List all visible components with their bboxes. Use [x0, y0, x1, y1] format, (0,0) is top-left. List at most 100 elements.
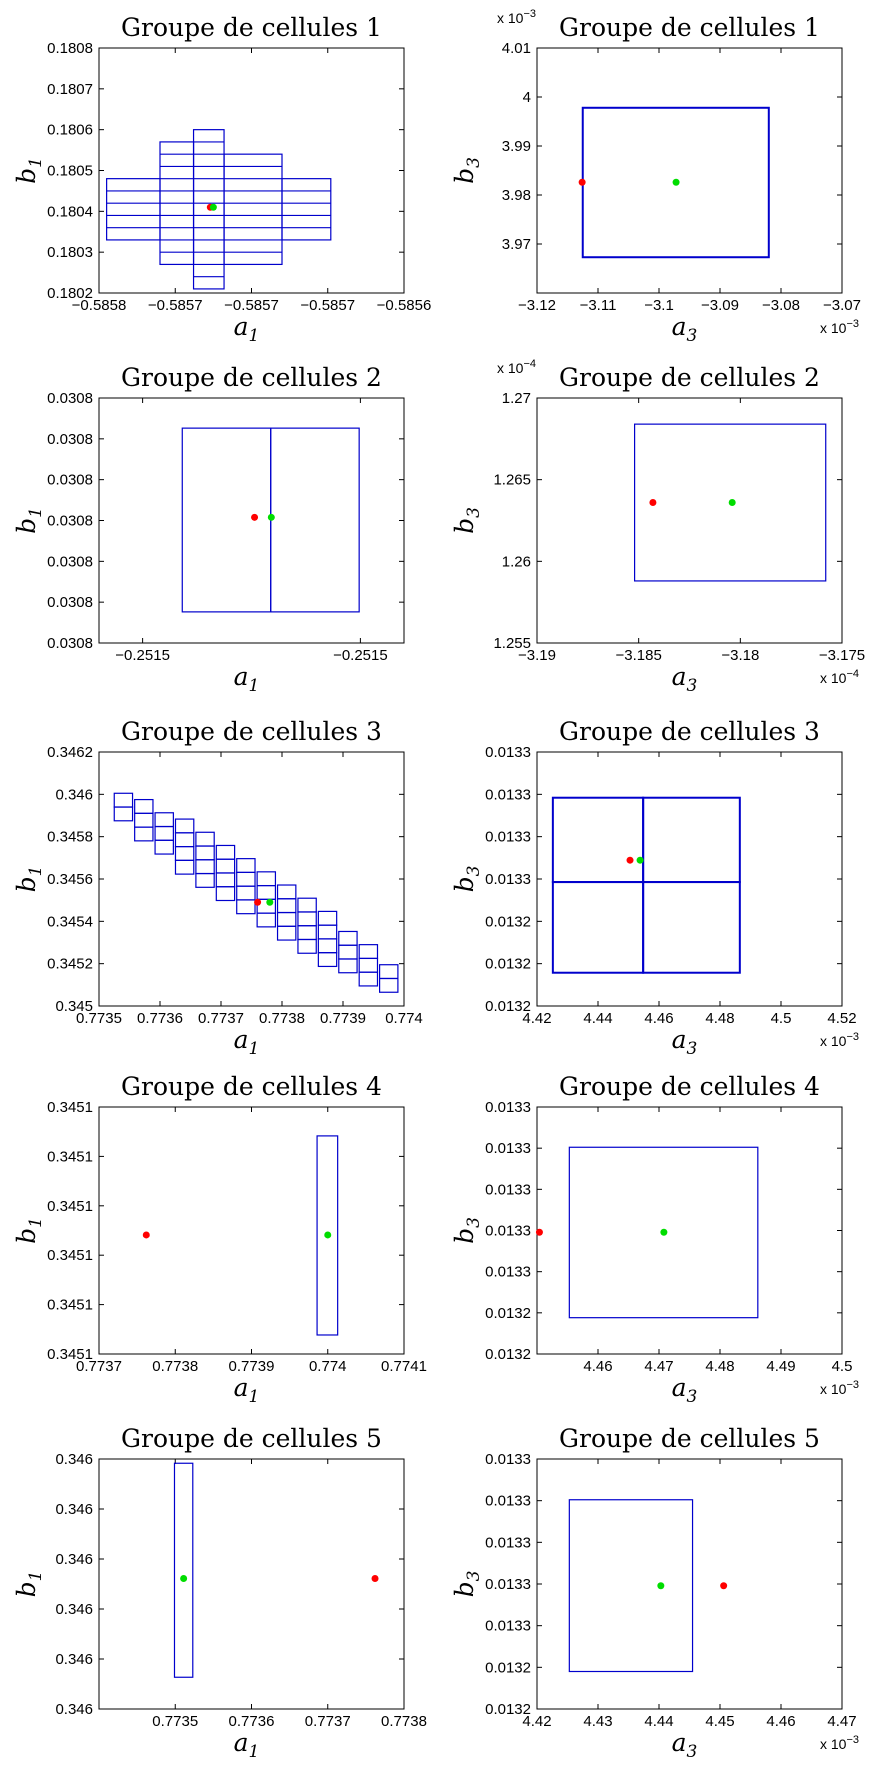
- cell-box: [297, 938, 317, 954]
- cell-box: [642, 881, 741, 974]
- chart-title: Groupe de cellules 1: [121, 13, 382, 42]
- x-tick-label: 0.7738: [152, 1358, 198, 1375]
- y-tick-label: 0.0132: [485, 998, 531, 1015]
- x-multiplier: x 10−3: [820, 318, 859, 336]
- cell-box: [316, 1135, 339, 1336]
- cell-group: [568, 1499, 694, 1673]
- plot-area: [536, 47, 843, 294]
- cell-box: [338, 930, 358, 946]
- x-tick-label: 0.7736: [229, 1713, 275, 1730]
- cell-box: [317, 910, 338, 926]
- cell-box: [642, 796, 741, 884]
- cell-box: [215, 886, 236, 902]
- y-tick-label: 0.3452: [47, 956, 93, 973]
- cell-box: [551, 796, 645, 884]
- cell-group: [551, 796, 741, 974]
- chart-title: Groupe de cellules 3: [121, 717, 382, 746]
- x-tick-label: 0.7735: [152, 1713, 198, 1730]
- cell-box: [281, 178, 332, 241]
- y-tick-label: 0.0133: [485, 871, 531, 888]
- chart-title: Groupe de cellules 4: [121, 1072, 382, 1101]
- y-tick-label: 0.0133: [485, 829, 531, 846]
- y-tick-label: 0.346: [55, 1551, 93, 1568]
- chart-panel-9: Groupe de cellules 5 0.7735 0.7736 0.7737 0.…: [12, 1424, 427, 1762]
- cell-box: [195, 859, 215, 875]
- x-axis-label: a3: [672, 1728, 698, 1762]
- x-tick-label: 4.46: [644, 1010, 673, 1027]
- y-tick-label: 0.0308: [47, 513, 93, 530]
- y-axis-label: b1: [12, 1217, 46, 1244]
- x-axis-label: a1: [234, 312, 260, 346]
- green-point: [672, 178, 680, 186]
- x-axis-label: a3: [672, 312, 698, 346]
- cell-box: [379, 964, 399, 980]
- y-tick-label: 0.3451: [47, 1099, 93, 1116]
- cell-group: [106, 129, 332, 290]
- red-point: [649, 499, 657, 507]
- cell-box: [379, 977, 399, 993]
- x-tick-label: 4.42: [522, 1713, 551, 1730]
- cell-box: [174, 859, 195, 875]
- x-axis-label: a1: [234, 1373, 260, 1407]
- y-tick-label: 0.1802: [47, 285, 93, 302]
- y-tick-label: 0.0133: [485, 744, 531, 761]
- y-axis-label: b3: [450, 866, 484, 893]
- chart-panel-1: Groupe de cellules 1 −0.5858 −0.5857 −0.585…: [12, 13, 431, 346]
- x-tick-label: 4.48: [705, 1010, 734, 1027]
- chart-panel-3: Groupe de cellules 2 −0.2515 −0.2515 0.0308…: [12, 363, 405, 696]
- y-axis-label: b1: [12, 507, 46, 534]
- x-tick-label: 0.7739: [320, 1010, 366, 1027]
- x-tick-label: 0.7739: [229, 1358, 275, 1375]
- y-tick-label: 0.1803: [47, 244, 93, 261]
- plot-area: [98, 397, 405, 644]
- x-tick-label: −3.175: [819, 647, 865, 664]
- cell-box: [568, 1499, 694, 1673]
- cell-box: [358, 971, 379, 987]
- y-tick-label: 0.0308: [47, 472, 93, 489]
- y-tick-label: 0.346: [55, 1601, 93, 1618]
- cell-box: [317, 938, 338, 954]
- x-tick-label: −3.12: [518, 297, 556, 314]
- cell-box: [358, 944, 379, 960]
- y-tick-label: 0.0308: [47, 431, 93, 448]
- cell-box: [317, 924, 338, 940]
- green-point: [180, 1575, 188, 1582]
- y-tick-label: 0.0133: [485, 1493, 531, 1510]
- x-tick-label: 0.774: [385, 1010, 423, 1027]
- cell-box: [276, 884, 297, 900]
- cell-box: [276, 925, 297, 941]
- y-tick-label: 1.27: [502, 390, 531, 407]
- y-axis-label: b3: [450, 507, 484, 534]
- x-tick-label: 0.7737: [305, 1713, 351, 1730]
- plot-area: [98, 1106, 405, 1355]
- cell-box: [256, 884, 277, 900]
- y-tick-label: 0.346: [55, 1501, 93, 1518]
- x-tick-label: −0.5857: [224, 297, 279, 314]
- plot-area: [98, 47, 405, 294]
- cell-box: [297, 897, 317, 913]
- red-point: [578, 178, 586, 186]
- x-tick-label: 0.7736: [137, 1010, 183, 1027]
- cell-box: [256, 871, 277, 887]
- cell-box: [154, 812, 174, 828]
- y-tick-label: 3.98: [502, 187, 531, 204]
- cell-box: [256, 912, 277, 928]
- y-tick-label: 4.01: [502, 40, 531, 57]
- y-tick-label: 0.0132: [485, 1346, 531, 1363]
- cell-box: [236, 858, 256, 874]
- y-tick-label: 0.0132: [485, 1701, 531, 1718]
- cell-group: [113, 792, 399, 993]
- y-tick-label: 0.346: [55, 1651, 93, 1668]
- cell-box: [223, 153, 283, 266]
- y-tick-label: 3.97: [502, 236, 531, 253]
- cell-box: [174, 832, 195, 848]
- y-tick-label: 0.345: [55, 998, 93, 1015]
- x-axis-label: a1: [234, 662, 260, 696]
- cell-box: [215, 844, 236, 860]
- x-tick-label: −3.19: [518, 647, 556, 664]
- x-tick-label: −3.09: [701, 297, 739, 314]
- x-tick-label: 4.46: [583, 1358, 612, 1375]
- cell-box: [174, 818, 195, 834]
- cell-box: [633, 423, 827, 582]
- red-point: [371, 1575, 379, 1582]
